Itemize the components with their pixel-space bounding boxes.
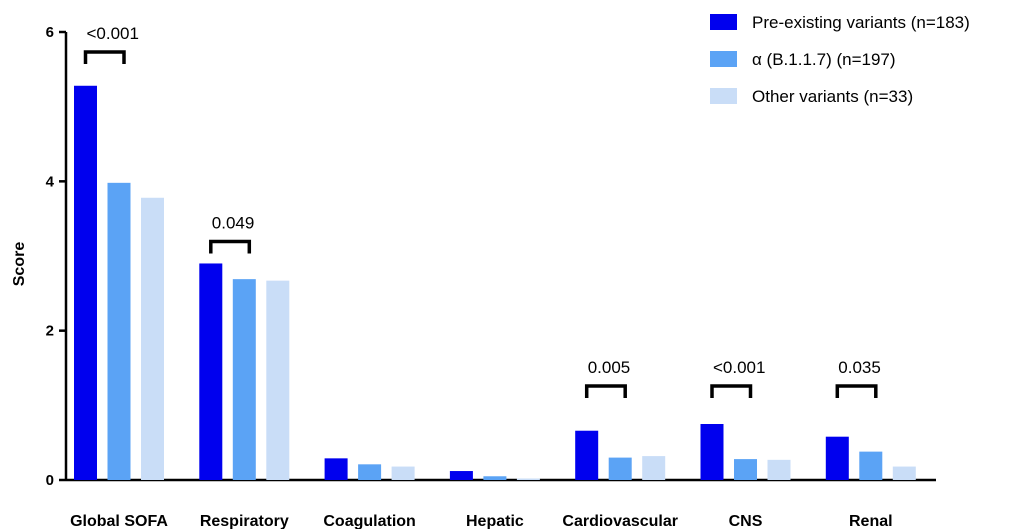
- category-label: CNS: [729, 513, 763, 529]
- bar: [232, 279, 256, 480]
- legend-item: Other variants (n=33): [710, 87, 913, 106]
- category-label: Respiratory: [200, 513, 289, 529]
- bar: [266, 280, 290, 480]
- category-label: Renal: [849, 513, 893, 529]
- significance-bracket: 0.005: [584, 358, 631, 398]
- bar: [767, 459, 791, 480]
- p-value-label: 0.049: [212, 213, 255, 232]
- bar: [324, 458, 348, 480]
- bracket-line: [584, 384, 627, 398]
- category-labels: Global SOFA Respiratory Coagulation Hepatic…: [70, 513, 892, 529]
- category-label: Cardiovascular: [562, 513, 678, 529]
- bar: [391, 466, 415, 480]
- bar: [859, 451, 883, 480]
- p-value-label: 0.005: [588, 358, 631, 377]
- bar: [141, 197, 164, 480]
- bar: [199, 263, 223, 480]
- bracket-line: [83, 50, 126, 64]
- legend-item: Pre-existing variants (n=183): [710, 13, 970, 32]
- bars: [74, 85, 916, 480]
- legend-swatch: [710, 88, 737, 104]
- y-axis-title: Score: [11, 242, 28, 287]
- bar: [734, 459, 757, 480]
- bar: [700, 424, 724, 480]
- bar: [516, 478, 540, 480]
- category-label: Coagulation: [323, 513, 415, 529]
- y-tick-label: 6: [46, 24, 54, 41]
- p-value-label: 0.035: [838, 358, 881, 377]
- bar: [449, 471, 473, 480]
- legend-swatch: [710, 51, 737, 67]
- bar: [575, 430, 599, 480]
- significance-annotations: <0.001 0.049 0.005 <0.001 0.035: [83, 24, 881, 398]
- significance-bracket: <0.001: [83, 24, 139, 64]
- legend-label: Pre-existing variants (n=183): [752, 13, 970, 32]
- y-tick-label: 4: [46, 173, 55, 190]
- legend-swatch: [710, 14, 737, 30]
- bracket-line: [710, 384, 753, 398]
- bar: [825, 436, 849, 480]
- category-label: Hepatic: [466, 513, 524, 529]
- p-value-label: <0.001: [713, 358, 765, 377]
- legend: Pre-existing variants (n=183) α (B.1.1.7)…: [710, 13, 970, 106]
- bar: [608, 457, 632, 480]
- y-tick-label: 2: [46, 323, 54, 340]
- category-label: Global SOFA: [70, 513, 168, 529]
- bar: [642, 456, 666, 480]
- legend-item: α (B.1.1.7) (n=197): [710, 50, 896, 69]
- significance-bracket: 0.049: [209, 213, 255, 254]
- y-tick-label: 0: [46, 472, 54, 489]
- bar: [358, 464, 382, 480]
- significance-bracket: 0.035: [835, 358, 881, 398]
- bar: [107, 182, 131, 480]
- y-ticks: 0 2 4 6: [46, 24, 66, 489]
- bar: [74, 85, 97, 480]
- bracket-line: [835, 384, 878, 398]
- p-value-label: <0.001: [87, 24, 139, 43]
- legend-label: α (B.1.1.7) (n=197): [752, 50, 896, 69]
- significance-bracket: <0.001: [710, 358, 765, 398]
- bar: [483, 476, 507, 480]
- bracket-line: [209, 239, 252, 254]
- legend-label: Other variants (n=33): [752, 87, 913, 106]
- bar: [892, 466, 916, 480]
